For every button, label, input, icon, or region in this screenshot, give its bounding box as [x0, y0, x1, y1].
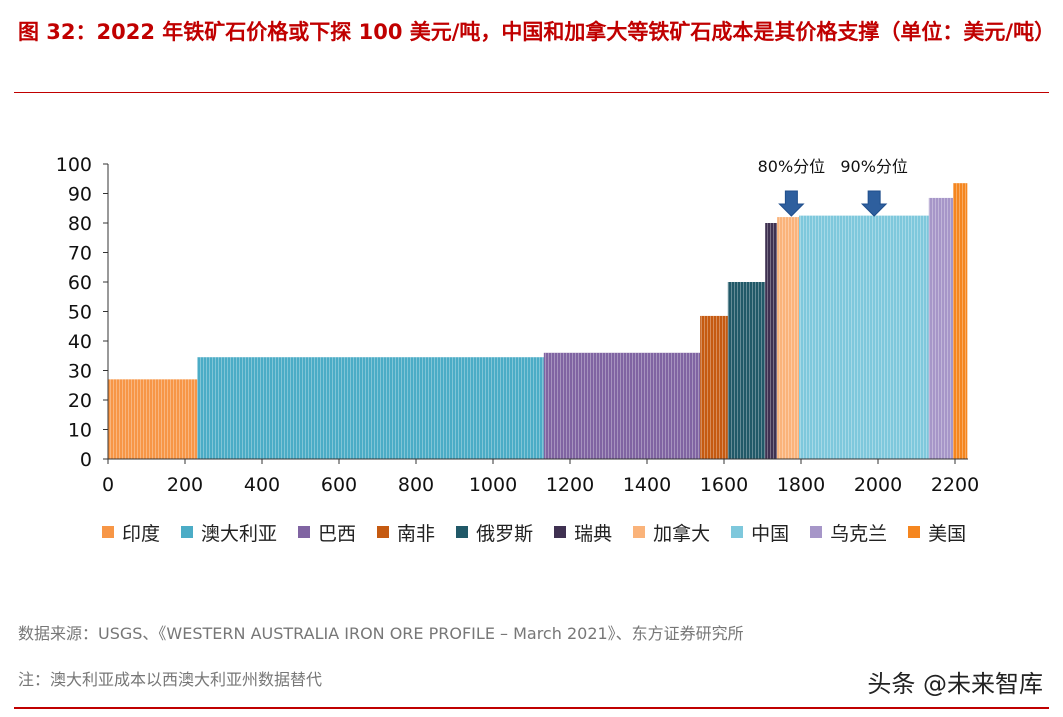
legend-swatch — [633, 526, 646, 538]
y-tick-label: 40 — [68, 331, 92, 353]
y-tick-label: 50 — [68, 302, 92, 324]
x-tick-label: 200 — [167, 474, 203, 496]
y-tick-label: 100 — [56, 154, 92, 176]
legend-item: 瑞典 — [554, 519, 612, 546]
y-tick-label: 30 — [68, 361, 92, 383]
y-axis-ticks: 0 10 20 30 40 50 60 70 80 90 100 — [56, 154, 108, 471]
cost-bar-texture-segment-1 — [108, 379, 198, 459]
legend-label: 俄罗斯 — [476, 522, 534, 545]
legend-label: 印度 — [122, 522, 161, 545]
y-tick-label: 80 — [68, 213, 92, 235]
legend-label: 巴西 — [318, 522, 357, 545]
chart-legend: 印度 澳大利亚 巴西 南非 俄罗斯 瑞典 加拿大 中国 乌克兰 美国 — [102, 516, 987, 548]
x-tick-label: 2200 — [931, 474, 979, 496]
x-tick-label: 600 — [321, 474, 357, 496]
cost-bar-texture-segment-8 — [799, 215, 929, 459]
chart-title: 图 32：2022 年铁矿石价格或下探 100 美元/吨，中国和加拿大等铁矿石成… — [18, 20, 1056, 44]
legend-item: 中国 — [731, 519, 789, 546]
cost-bar-texture-segment-2 — [197, 357, 544, 459]
cost-segments — [108, 183, 968, 460]
legend-swatch — [810, 526, 823, 538]
legend-label: 南非 — [397, 522, 436, 545]
legend-swatch — [298, 526, 311, 538]
cost-bar-texture-segment-6 — [765, 223, 778, 459]
legend-item: 乌克兰 — [810, 519, 887, 546]
legend-swatch — [456, 526, 469, 538]
y-tick-label: 90 — [68, 184, 92, 206]
y-tick-label: 10 — [68, 420, 92, 442]
footer-divider — [14, 707, 1049, 709]
header-divider — [14, 92, 1049, 93]
legend-item: 巴西 — [298, 519, 356, 546]
legend-item: 美国 — [908, 519, 966, 546]
legend-swatch — [908, 526, 921, 538]
cost-bar-texture-segment-10 — [953, 183, 968, 460]
cost-bar-texture-segment-5 — [727, 282, 766, 459]
cost-bar-texture-segment-7 — [777, 217, 800, 459]
percentile-annotations: 80%分位 90%分位 — [758, 157, 908, 217]
x-tick-label: 800 — [398, 474, 434, 496]
legend-item: 南非 — [377, 519, 435, 546]
y-tick-label: 60 — [68, 272, 92, 294]
legend-label: 瑞典 — [574, 522, 613, 545]
x-tick-label: 1000 — [469, 474, 517, 496]
x-tick-label: 1400 — [623, 474, 671, 496]
cost-bar-texture-segment-4 — [700, 315, 728, 459]
legend-label: 加拿大 — [653, 522, 711, 545]
legend-label: 中国 — [751, 522, 790, 545]
legend-swatch — [731, 526, 744, 538]
footnote: 注：澳大利亚成本以西澳大利亚州数据替代 — [18, 670, 323, 689]
legend-item: 澳大利亚 — [181, 519, 277, 546]
percentile-label-1: 80%分位 — [758, 157, 826, 176]
x-tick-label: 0 — [102, 474, 114, 496]
legend-swatch — [377, 526, 390, 538]
y-tick-label: 70 — [68, 243, 92, 265]
legend-swatch — [102, 526, 114, 538]
cost-curve-chart: 0 10 20 30 40 50 60 70 80 90 100 0 200 400 600 800 1000… — [56, 154, 979, 496]
x-tick-label: 400 — [244, 474, 280, 496]
x-tick-label: 1600 — [700, 474, 748, 496]
y-tick-label: 20 — [68, 390, 92, 412]
legend-item: 加拿大 — [633, 519, 710, 546]
x-tick-label: 2000 — [854, 474, 902, 496]
legend-item: 印度 — [102, 519, 160, 546]
cost-bar-texture-segment-9 — [928, 197, 954, 460]
x-axis-ticks: 0 200 400 600 800 1000 1200 1400 1600 1800 2000 220… — [102, 459, 979, 496]
y-tick-label: 0 — [80, 449, 92, 471]
legend-label: 澳大利亚 — [201, 522, 278, 545]
down-arrow-icon — [860, 190, 888, 217]
watermark: 头条 @未来智库 — [867, 670, 1043, 698]
cost-bar-texture-segment-3 — [543, 352, 701, 459]
x-tick-label: 1800 — [777, 474, 825, 496]
legend-label: 美国 — [928, 522, 967, 545]
legend-swatch — [554, 526, 567, 538]
down-arrow-icon — [778, 190, 805, 217]
data-source: 数据来源：USGS、《WESTERN AUSTRALIA IRON ORE PR… — [18, 624, 744, 643]
percentile-label-2: 90%分位 — [840, 157, 908, 176]
x-tick-label: 1200 — [546, 474, 594, 496]
legend-swatch — [181, 526, 194, 538]
legend-item: 俄罗斯 — [456, 519, 533, 546]
legend-label: 乌克兰 — [830, 522, 888, 545]
